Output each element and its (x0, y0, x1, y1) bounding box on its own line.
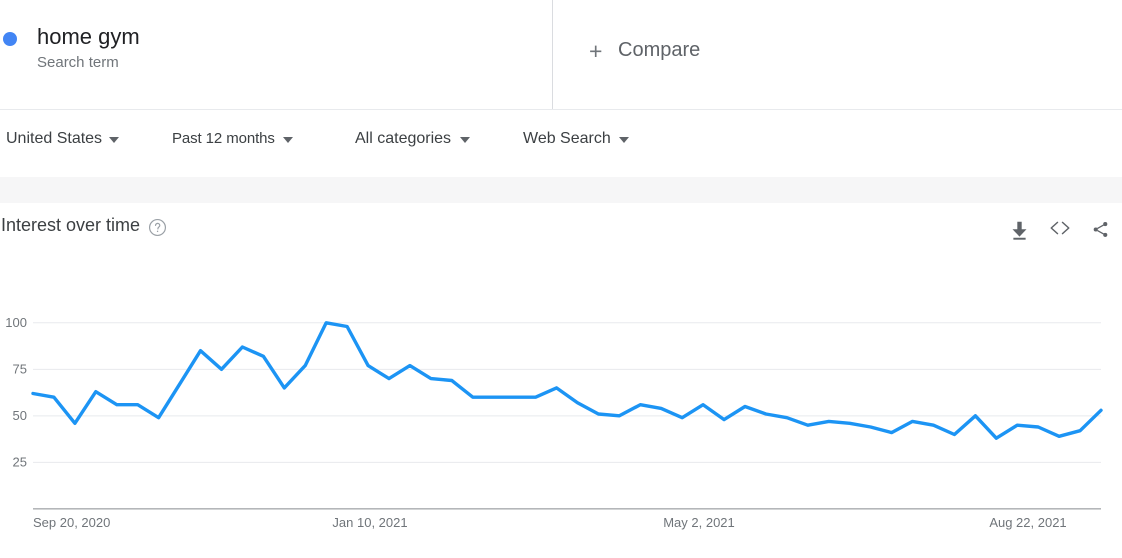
svg-text:100: 100 (5, 315, 27, 330)
svg-text:50: 50 (13, 408, 27, 423)
svg-text:25: 25 (13, 455, 27, 470)
svg-text:May 2, 2021: May 2, 2021 (663, 515, 735, 530)
svg-text:Jan 10, 2021: Jan 10, 2021 (332, 515, 407, 530)
svg-text:Aug 22, 2021: Aug 22, 2021 (989, 515, 1066, 530)
svg-text:Sep 20, 2020: Sep 20, 2020 (33, 515, 110, 530)
svg-text:75: 75 (13, 362, 27, 377)
